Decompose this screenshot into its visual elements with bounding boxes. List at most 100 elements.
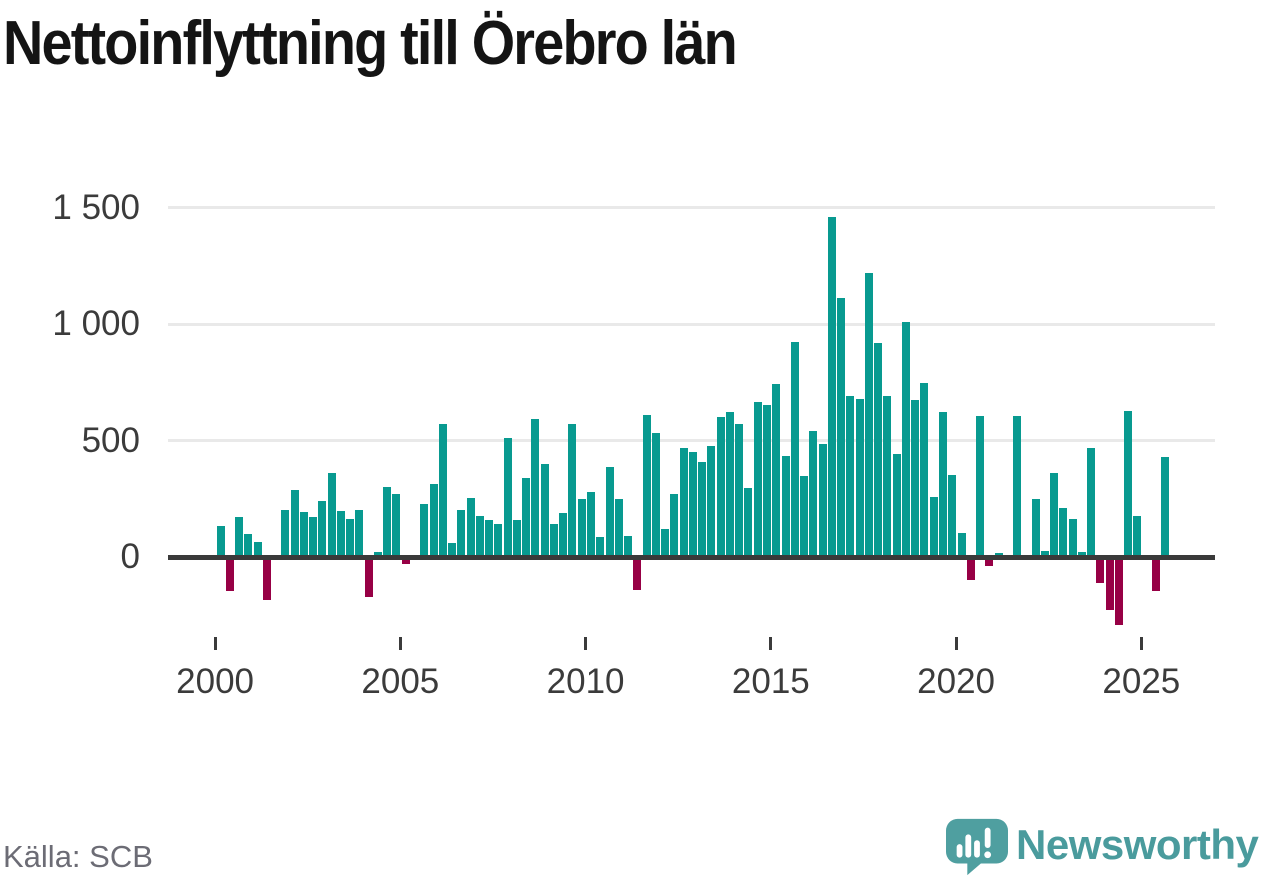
bar-2014q3 bbox=[753, 402, 762, 557]
bar-2022q1 bbox=[1031, 499, 1040, 557]
bar-2007q1 bbox=[475, 516, 484, 557]
bar-2016q4 bbox=[837, 297, 846, 557]
bar-2020q4 bbox=[985, 557, 994, 567]
bar-2005q4 bbox=[429, 483, 438, 557]
bar-2008q4 bbox=[540, 463, 549, 557]
bar-2015q4 bbox=[800, 476, 809, 557]
x-axis-tick bbox=[769, 637, 773, 650]
bar-2007q4 bbox=[503, 438, 512, 557]
bar-2005q1 bbox=[401, 557, 410, 564]
x-axis-label: 2005 bbox=[361, 662, 440, 701]
bar-2022q3 bbox=[1050, 473, 1059, 557]
bar-2014q2 bbox=[744, 487, 753, 557]
bar-2017q2 bbox=[855, 398, 864, 557]
bar-2004q3 bbox=[383, 487, 392, 557]
newsworthy-logo-text: Newsworthy bbox=[1016, 821, 1259, 868]
bar-2017q1 bbox=[846, 395, 855, 557]
bar-2007q2 bbox=[485, 520, 494, 557]
bar-2002q4 bbox=[318, 501, 327, 557]
bar-2024q4 bbox=[1133, 515, 1142, 557]
bar-2011q2 bbox=[633, 557, 642, 591]
x-axis-tick bbox=[213, 637, 217, 650]
bar-2025q2 bbox=[1152, 557, 1160, 591]
bar-2006q2 bbox=[448, 543, 457, 557]
bar-2018q2 bbox=[892, 454, 901, 557]
x-axis-label: 2020 bbox=[917, 662, 996, 701]
bar-2003q2 bbox=[336, 511, 345, 557]
bar-2014q4 bbox=[762, 405, 771, 557]
bar-2015q2 bbox=[781, 456, 790, 557]
bar-2004q4 bbox=[392, 494, 401, 557]
bar-2010q2 bbox=[596, 537, 605, 557]
bar-2000q4 bbox=[244, 533, 253, 557]
bar-2008q3 bbox=[531, 419, 540, 557]
newsworthy-logo-icon bbox=[946, 818, 1008, 876]
bar-2019q2 bbox=[929, 497, 938, 557]
gridline bbox=[168, 439, 1215, 443]
bar-2000q2 bbox=[225, 557, 234, 591]
bar-2001q4 bbox=[281, 510, 290, 557]
bar-2024q3 bbox=[1124, 410, 1133, 557]
x-axis-tick bbox=[398, 637, 402, 650]
bar-2009q1 bbox=[549, 523, 558, 557]
gridline bbox=[168, 206, 1215, 210]
bar-2012q1 bbox=[661, 528, 670, 557]
bar-2022q2 bbox=[1040, 551, 1049, 557]
bar-2010q1 bbox=[587, 492, 595, 557]
bar-2013q2 bbox=[707, 445, 716, 557]
bar-2023q4 bbox=[1096, 557, 1105, 583]
source-label: Källa: SCB bbox=[3, 839, 153, 874]
bar-2002q2 bbox=[299, 511, 308, 557]
bar-2017q3 bbox=[864, 273, 873, 557]
y-axis-label: 1 500 bbox=[52, 187, 140, 227]
bar-2022q4 bbox=[1059, 507, 1068, 557]
bar-2011q1 bbox=[624, 536, 633, 557]
chart-title: Nettoinflyttning till Örebro län bbox=[3, 9, 738, 78]
bar-2001q1 bbox=[253, 541, 262, 557]
bar-2008q1 bbox=[512, 520, 521, 557]
x-axis-label: 2000 bbox=[176, 662, 255, 701]
bar-2021q1 bbox=[994, 552, 1003, 557]
bar-2012q4 bbox=[688, 452, 697, 557]
bar-2004q1 bbox=[364, 557, 373, 597]
bar-2015q3 bbox=[790, 341, 799, 557]
bar-2024q2 bbox=[1114, 557, 1123, 625]
gridline bbox=[168, 322, 1215, 326]
bar-2006q1 bbox=[438, 424, 447, 557]
x-axis-label: 2015 bbox=[731, 662, 810, 701]
bar-2002q3 bbox=[309, 517, 318, 557]
bar-2000q3 bbox=[235, 517, 244, 557]
newsworthy-logo: Newsworthy bbox=[946, 818, 1262, 878]
bar-2012q3 bbox=[679, 447, 688, 557]
bar-2013q4 bbox=[725, 411, 734, 557]
bar-2006q4 bbox=[466, 497, 475, 557]
bar-2023q3 bbox=[1087, 448, 1096, 557]
bar-2006q3 bbox=[457, 510, 466, 557]
bar-2023q1 bbox=[1068, 519, 1077, 557]
bar-2009q4 bbox=[577, 499, 586, 557]
bar-2010q3 bbox=[605, 467, 614, 557]
bar-2011q4 bbox=[651, 432, 660, 557]
x-axis-tick bbox=[584, 637, 588, 650]
bar-2017q4 bbox=[874, 342, 883, 557]
bar-2020q2 bbox=[966, 557, 975, 581]
bar-2020q1 bbox=[957, 532, 966, 557]
bar-2004q2 bbox=[373, 552, 382, 557]
bar-2002q1 bbox=[290, 489, 299, 557]
bar-2023q2 bbox=[1077, 552, 1086, 557]
bar-2018q1 bbox=[883, 395, 892, 557]
bar-2010q4 bbox=[614, 499, 623, 557]
bar-2003q4 bbox=[355, 510, 364, 557]
bar-2016q3 bbox=[827, 216, 836, 557]
bar-2019q3 bbox=[938, 411, 947, 557]
bar-2020q3 bbox=[976, 416, 985, 557]
bar-2000q1 bbox=[216, 525, 225, 557]
x-axis-label: 2025 bbox=[1102, 662, 1181, 701]
bar-2021q3 bbox=[1013, 416, 1022, 557]
bar-2013q1 bbox=[698, 461, 707, 557]
bar-2009q3 bbox=[568, 423, 577, 557]
bar-2007q3 bbox=[494, 524, 503, 557]
y-axis-label: 0 bbox=[120, 537, 140, 576]
